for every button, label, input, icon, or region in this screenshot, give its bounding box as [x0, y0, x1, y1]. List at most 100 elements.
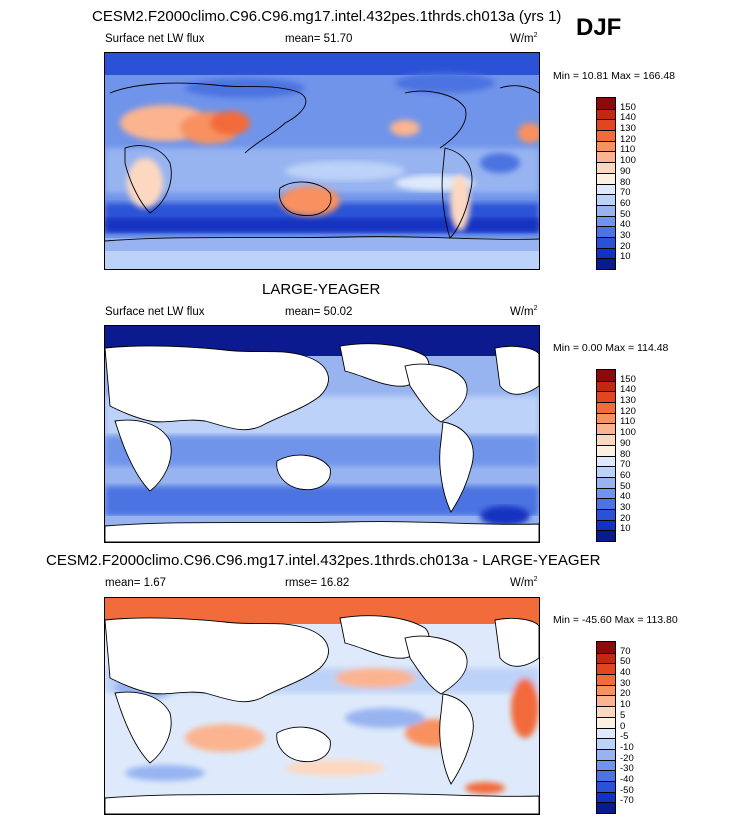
panel1-variable-label: Surface net LW flux: [105, 33, 205, 45]
colorbar-segment: [597, 476, 615, 488]
panel2-units-text: W/m: [510, 305, 534, 318]
panel3-mean-label: mean= 1.67: [105, 577, 167, 589]
colorbar-segment: [597, 519, 615, 531]
colorbar-tick-label: 50: [620, 208, 631, 220]
colorbar-segment: [597, 247, 615, 259]
colorbar-tick-label: 20: [620, 240, 631, 252]
colorbar-tick-label: -20: [620, 752, 634, 764]
colorbar-tick-label: 120: [620, 405, 636, 417]
colorbar-segment: [597, 748, 615, 760]
panel1-mean-label: mean= 51.70: [285, 33, 353, 45]
colorbar-segment: [597, 738, 615, 749]
colorbar-segment: [597, 802, 615, 813]
colorbar-segment: [597, 674, 615, 685]
colorbar-segment: [597, 412, 615, 424]
colorbar-segment: [597, 770, 615, 781]
colorbar-tick-label: 140: [620, 384, 636, 396]
panel3-title: CESM2.F2000climo.C96.C96.mg17.intel.432p…: [46, 552, 601, 569]
colorbar-tick-label: 50: [620, 656, 631, 668]
colorbar-tick-label: 40: [620, 667, 631, 679]
season-label: DJF: [576, 14, 622, 41]
colorbar-segment: [597, 423, 615, 435]
colorbar-segment: [597, 508, 615, 520]
colorbar-tick-label: 100: [620, 155, 636, 167]
colorbar-tick-label: 10: [620, 699, 631, 711]
colorbar-tick-label: 70: [620, 645, 631, 657]
colorbar-segment: [597, 194, 615, 205]
colorbar-segment: [597, 204, 615, 216]
colorbar-segment: [597, 370, 615, 381]
colorbar-tick-label: 40: [620, 219, 631, 231]
panel1-min-max: Min = 10.81 Max = 166.48: [553, 70, 675, 82]
panel3-colorbar: [596, 641, 616, 814]
panel3-map-svg: [105, 598, 539, 814]
colorbar-tick-label: 0: [620, 720, 626, 732]
panel2-units: W/m2: [510, 305, 538, 318]
colorbar-segment: [597, 466, 615, 477]
colorbar-tick-label: 30: [620, 229, 631, 241]
colorbar-segment: [597, 652, 615, 664]
colorbar-segment: [597, 215, 615, 227]
colorbar-segment: [597, 258, 615, 269]
colorbar-segment: [597, 151, 615, 163]
colorbar-segment: [597, 391, 615, 403]
colorbar-tick-label: 10: [620, 251, 631, 263]
panel2-title: LARGE-YEAGER: [262, 281, 381, 298]
colorbar-segment: [597, 695, 615, 707]
colorbar-tick-label: 30: [620, 501, 631, 513]
panel3-units: W/m2: [510, 576, 538, 589]
colorbar-tick-label: -10: [620, 741, 634, 753]
panel3-rmse-label: rmse= 16.82: [285, 577, 350, 589]
panel1-colorbar: [596, 97, 616, 270]
colorbar-tick-label: -5: [620, 731, 629, 743]
colorbar-tick-label: 60: [620, 469, 631, 481]
colorbar-tick-label: 140: [620, 112, 636, 124]
panel1-units-text: W/m: [510, 32, 534, 45]
colorbar-tick-label: 30: [620, 677, 631, 689]
colorbar-segment: [597, 455, 615, 467]
colorbar-segment: [597, 663, 615, 675]
colorbar-tick-label: -30: [620, 763, 634, 775]
colorbar-segment: [597, 706, 615, 717]
colorbar-segment: [597, 684, 615, 696]
colorbar-tick-label: 100: [620, 427, 636, 439]
colorbar-tick-label: -70: [620, 795, 634, 807]
colorbar-tick-label: 60: [620, 197, 631, 209]
colorbar-segment: [597, 402, 615, 413]
colorbar-segment: [597, 791, 615, 803]
colorbar-segment: [597, 172, 615, 184]
colorbar-segment: [597, 226, 615, 237]
colorbar-tick-label: 150: [620, 373, 636, 385]
colorbar-segment: [597, 119, 615, 131]
colorbar-segment: [597, 236, 615, 248]
panel1-title: CESM2.F2000climo.C96.C96.mg17.intel.432p…: [92, 8, 562, 25]
colorbar-tick-label: 130: [620, 395, 636, 407]
colorbar-tick-label: 40: [620, 491, 631, 503]
colorbar-segment: [597, 759, 615, 771]
colorbar-segment: [597, 140, 615, 152]
colorbar-tick-label: 80: [620, 448, 631, 460]
colorbar-segment: [597, 498, 615, 509]
colorbar-segment: [597, 130, 615, 141]
panel1-units: W/m2: [510, 32, 538, 45]
panel3-map: [104, 597, 540, 815]
colorbar-tick-label: 70: [620, 459, 631, 471]
panel2-map-svg: [105, 326, 539, 542]
colorbar-tick-label: 120: [620, 133, 636, 145]
colorbar-tick-label: 80: [620, 176, 631, 188]
colorbar-segment: [597, 108, 615, 120]
colorbar-segment: [597, 530, 615, 541]
panel2-units-sup: 2: [533, 305, 538, 312]
colorbar-tick-label: 20: [620, 512, 631, 524]
colorbar-tick-label: 10: [620, 523, 631, 535]
colorbar-segment: [597, 444, 615, 456]
colorbar-segment: [597, 642, 615, 653]
panel2-mean-label: mean= 50.02: [285, 306, 353, 318]
panel2-variable-label: Surface net LW flux: [105, 306, 205, 318]
colorbar-segment: [597, 716, 615, 728]
panel1-units-sup: 2: [533, 32, 538, 39]
colorbar-segment: [597, 98, 615, 109]
colorbar-tick-label: 5: [620, 709, 626, 721]
panel3-units-text: W/m: [510, 576, 534, 589]
panel2-min-max: Min = 0.00 Max = 114.48: [553, 342, 669, 354]
